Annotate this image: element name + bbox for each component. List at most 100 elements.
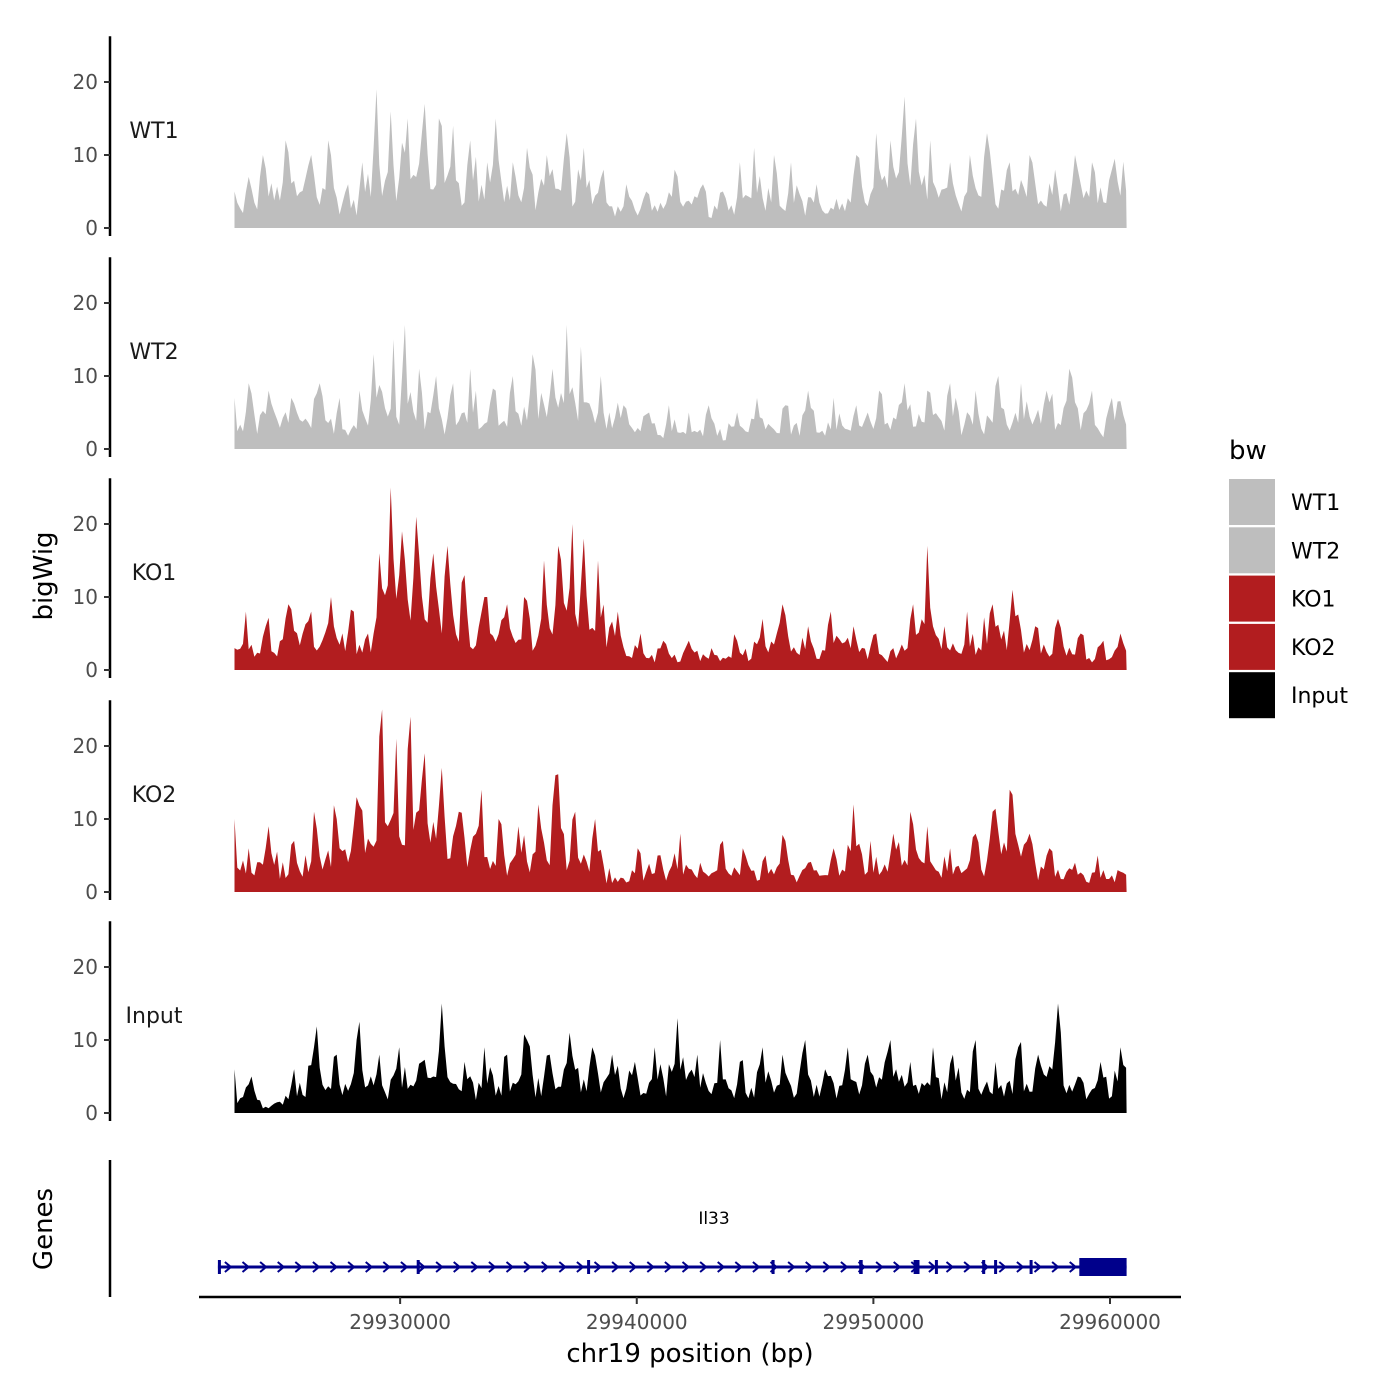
legend-entry-wt2: WT2 xyxy=(1229,527,1340,574)
track-label-wt2: WT2 xyxy=(129,340,178,365)
y-tick-label-wt2-10: 10 xyxy=(73,364,98,388)
y-tick-label-wt1-20: 20 xyxy=(73,70,98,94)
x-ticks: 29930000 29940000 29950000 29960000 xyxy=(349,1297,1161,1334)
strand-arrow xyxy=(259,1261,268,1273)
signal-area-wt1 xyxy=(234,89,1127,228)
signal-area-input xyxy=(234,1003,1127,1113)
legend-label-ko2: KO2 xyxy=(1291,636,1336,661)
strand-arrow xyxy=(822,1261,831,1273)
strand-arrow xyxy=(664,1261,673,1273)
y-tick-label-input-10: 10 xyxy=(73,1028,98,1052)
strand-arrow xyxy=(470,1261,479,1273)
strand-arrow xyxy=(400,1261,409,1273)
x-tick-label-0: 29930000 xyxy=(349,1310,451,1334)
legend-title: bw xyxy=(1229,436,1267,466)
legend-label-ko1: KO1 xyxy=(1291,588,1336,613)
strand-arrow xyxy=(488,1261,497,1273)
strand-arrow xyxy=(312,1261,321,1273)
strand-arrow xyxy=(347,1261,356,1273)
track-input: 0 10 20 Input xyxy=(73,921,1127,1125)
strand-arrow xyxy=(1033,1261,1043,1273)
strand-arrow xyxy=(963,1261,972,1273)
strand-arrow xyxy=(558,1261,567,1273)
gene-exon-2 xyxy=(587,1260,591,1274)
strand-arrow xyxy=(699,1261,708,1273)
legend-entry-wt1: WT1 xyxy=(1229,479,1340,525)
y-tick-label-ko1-0: 0 xyxy=(85,658,98,682)
track-ko1: 0 10 20 KO1 xyxy=(73,478,1127,682)
legend-items: WT1 WT2 KO1 KO2 Input xyxy=(1229,479,1348,719)
y-tick-label-wt2-0: 0 xyxy=(85,437,98,461)
strand-arrow xyxy=(1069,1261,1078,1273)
gene-exon-9 xyxy=(1029,1260,1033,1274)
legend-entry-ko1: KO1 xyxy=(1229,575,1336,622)
x-axis: 29930000 29940000 29950000 29960000 chr19 p… xyxy=(199,1295,1181,1369)
y-tick-label-ko2-20: 20 xyxy=(73,734,98,758)
strand-arrow xyxy=(805,1261,814,1273)
strand-arrow xyxy=(241,1261,251,1273)
y-tick-label-input-0: 0 xyxy=(85,1101,98,1125)
legend-key-ko2 xyxy=(1229,623,1275,670)
strand-arrow xyxy=(541,1261,550,1273)
gene-exon-7 xyxy=(982,1260,986,1274)
track-label-input: Input xyxy=(126,1004,183,1029)
strand-arrow xyxy=(294,1261,303,1273)
track-label-ko1: KO1 xyxy=(132,561,177,586)
track-label-ko2: KO2 xyxy=(132,783,177,808)
strand-arrow xyxy=(277,1261,286,1273)
gene-exon-8 xyxy=(994,1260,998,1274)
strand-arrow xyxy=(453,1261,462,1273)
strand-arrow xyxy=(646,1261,655,1273)
strand-arrow xyxy=(365,1261,374,1273)
gene-exon-1 xyxy=(416,1260,420,1274)
strand-arrow xyxy=(734,1261,743,1273)
signal-area-wt2 xyxy=(234,324,1127,449)
x-tick-label-3: 29960000 xyxy=(1059,1310,1161,1334)
strand-arrow xyxy=(611,1261,620,1273)
strand-arrow xyxy=(1016,1261,1025,1273)
strand-arrow xyxy=(505,1261,515,1273)
strand-arrow xyxy=(998,1261,1007,1273)
strand-arrow xyxy=(329,1261,339,1273)
genes-axis-title: Genes xyxy=(29,1188,59,1270)
x-tick-label-2: 29950000 xyxy=(822,1310,924,1334)
strand-arrow xyxy=(681,1261,691,1273)
track-label-wt1: WT1 xyxy=(129,119,178,144)
x-axis-title: chr19 position (bp) xyxy=(566,1339,813,1369)
gene-exon-5 xyxy=(913,1260,920,1274)
y-tick-label-wt2-20: 20 xyxy=(73,291,98,315)
legend-label-wt2: WT2 xyxy=(1291,539,1340,564)
strand-arrow xyxy=(435,1261,444,1273)
x-tick-label-1: 29940000 xyxy=(586,1310,688,1334)
gene-exon-4 xyxy=(859,1260,863,1274)
strand-arrow xyxy=(629,1261,638,1273)
gene-label-il33: Il33 xyxy=(698,1209,729,1229)
gene-exon-3 xyxy=(771,1260,775,1274)
strand-arrow xyxy=(893,1261,902,1273)
strand-arrow xyxy=(523,1261,532,1273)
genes-panel: Genes Il33 xyxy=(29,1160,1127,1297)
strand-arrow xyxy=(382,1261,391,1273)
strand-arrow xyxy=(1051,1261,1060,1273)
y-tick-label-wt1-0: 0 xyxy=(85,216,98,240)
legend-label-input: Input xyxy=(1291,684,1348,709)
strand-arrow xyxy=(752,1261,761,1273)
signal-area-ko2 xyxy=(234,709,1127,892)
track-wt2: 0 10 20 WT2 xyxy=(73,257,1127,461)
legend-entry-ko2: KO2 xyxy=(1229,623,1336,670)
gene-exon-6 xyxy=(934,1260,938,1274)
track-wt1: 0 10 20 WT1 xyxy=(73,36,1127,240)
legend-key-ko1 xyxy=(1229,575,1275,622)
bigwig-tracks: 0 10 20 WT1 0 10 20 WT2 0 10 20 KO1 0 10 20 KO2 0 10 20 Inp… xyxy=(73,36,1127,1125)
strand-arrow xyxy=(593,1261,603,1273)
gene-model-il33 xyxy=(217,1258,1127,1276)
strand-arrow xyxy=(717,1261,726,1273)
signal-area-ko1 xyxy=(234,487,1127,670)
y-tick-label-ko1-10: 10 xyxy=(73,585,98,609)
y-tick-label-ko2-0: 0 xyxy=(85,880,98,904)
y-tick-label-wt1-10: 10 xyxy=(73,143,98,167)
legend-key-wt2 xyxy=(1229,527,1275,574)
y-tick-label-input-20: 20 xyxy=(73,955,98,979)
legend-label-wt1: WT1 xyxy=(1291,491,1340,516)
